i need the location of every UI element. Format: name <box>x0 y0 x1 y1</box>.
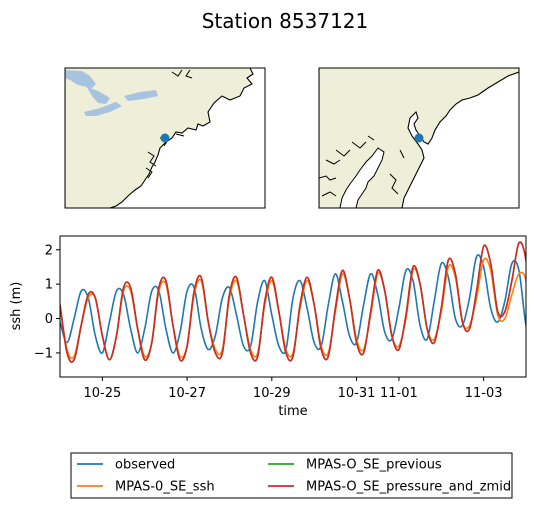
figure-title: Station 8537121 <box>202 9 369 33</box>
legend-item: MPAS-O_SE_previous <box>268 458 442 473</box>
x-axis-label: time <box>278 404 307 419</box>
legend-item: MPAS-O_SE_pressure_and_zmid <box>268 480 511 495</box>
x-tick-label: 10-27 <box>168 386 206 401</box>
legend-label: observed <box>115 458 175 473</box>
y-tick-label: 2 <box>45 243 53 258</box>
x-axis: 10-25 10-27 10-29 10-31 11-01 11-03 <box>83 377 503 401</box>
map-northeast-overview <box>64 67 266 209</box>
series-line-0 <box>60 254 526 355</box>
y-axis: 2 1 0 −1 <box>34 243 60 361</box>
lake-huron <box>86 86 110 104</box>
y-tick-label: 0 <box>45 312 53 327</box>
legend-item: observed <box>77 458 175 473</box>
plot-frame <box>59 235 527 378</box>
legend-label: MPAS-O_SE_pressure_and_zmid <box>306 480 511 495</box>
y-axis-label: ssh (m) <box>9 282 24 331</box>
lake-ontario <box>124 90 158 101</box>
coast-detail <box>145 69 193 179</box>
x-tick-label: 10-29 <box>253 386 291 401</box>
legend-label: MPAS-0_SE_ssh <box>115 480 215 495</box>
x-tick-label: 11-01 <box>380 386 418 401</box>
legend: observed MPAS-0_SE_ssh MPAS-O_SE_previous M… <box>70 452 513 499</box>
land <box>65 68 254 208</box>
lake-erie <box>84 102 122 116</box>
lake-superior <box>65 70 96 88</box>
y-tick-label: −1 <box>34 346 53 361</box>
y-tick-label: 1 <box>45 278 53 293</box>
series-line-1 <box>60 257 526 361</box>
station-marker <box>160 133 170 143</box>
series-layer <box>60 241 526 363</box>
x-tick-label: 11-03 <box>465 386 503 401</box>
legend-frame <box>70 452 513 499</box>
series-line-2 <box>60 241 526 363</box>
chesapeake-bay <box>339 147 385 208</box>
x-tick-label: 10-31 <box>338 386 376 401</box>
estuary-inlets <box>319 135 405 197</box>
map-frame <box>64 67 266 209</box>
legend-item: MPAS-0_SE_ssh <box>77 480 215 495</box>
legend-label: MPAS-O_SE_previous <box>306 458 442 473</box>
ssh-timeseries-plot: 2 1 0 −1 10-25 10-27 10-29 10-31 11-01 11-03 ssh… <box>9 235 527 419</box>
map-delaware-zoom <box>318 67 520 209</box>
series-line-3 <box>60 241 526 363</box>
station-marker <box>414 133 424 143</box>
x-tick-label: 10-25 <box>83 386 121 401</box>
map-frame <box>318 67 520 209</box>
